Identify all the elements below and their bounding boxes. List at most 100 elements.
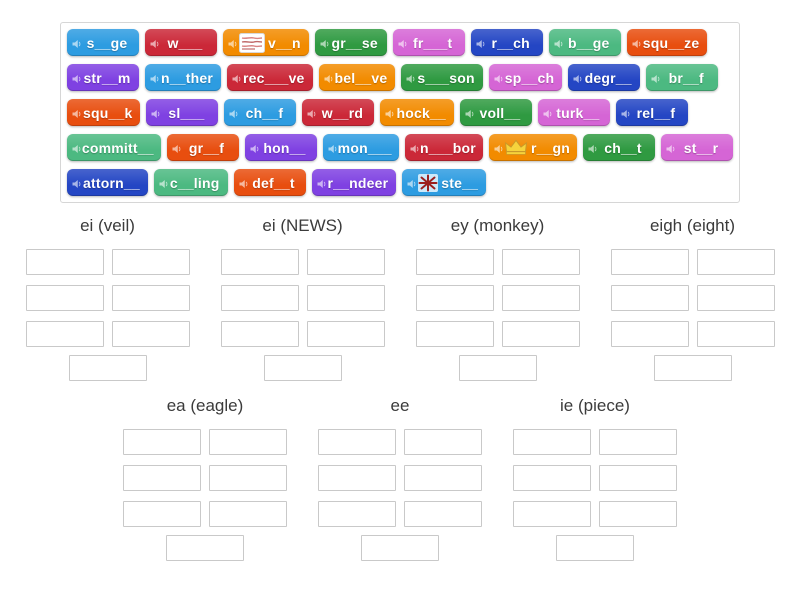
drop-slot[interactable] — [610, 249, 689, 275]
drop-slot[interactable] — [556, 535, 634, 561]
drop-slot[interactable] — [610, 321, 689, 347]
word-tile[interactable]: hock__ — [380, 99, 454, 126]
speaker-icon[interactable] — [493, 72, 505, 84]
speaker-icon[interactable] — [71, 72, 83, 84]
drop-slot[interactable] — [25, 249, 104, 275]
word-tile[interactable]: b__ge — [548, 29, 621, 56]
drop-slot[interactable] — [306, 285, 385, 311]
drop-slot[interactable] — [696, 285, 775, 311]
word-tile[interactable]: s__ge — [67, 29, 139, 56]
word-tile[interactable]: v__n — [223, 29, 309, 56]
drop-slot[interactable] — [111, 321, 190, 347]
speaker-icon[interactable] — [631, 37, 643, 49]
speaker-icon[interactable] — [249, 142, 261, 154]
drop-slot[interactable] — [25, 321, 104, 347]
drop-slot[interactable] — [513, 465, 591, 491]
word-tile[interactable]: ch__f — [224, 99, 297, 126]
word-tile[interactable]: squ__k — [67, 99, 141, 126]
drop-slot[interactable] — [318, 501, 396, 527]
word-tile[interactable]: r__gn — [489, 134, 577, 161]
speaker-icon[interactable] — [316, 177, 328, 189]
speaker-icon[interactable] — [149, 72, 161, 84]
speaker-icon[interactable] — [149, 37, 161, 49]
word-tile[interactable]: turk__ — [537, 99, 610, 126]
word-tile[interactable]: sp__ch — [488, 64, 563, 91]
drop-slot[interactable] — [111, 285, 190, 311]
speaker-icon[interactable] — [71, 107, 83, 119]
drop-slot[interactable] — [318, 429, 396, 455]
drop-slot[interactable] — [501, 321, 580, 347]
drop-slot[interactable] — [599, 465, 677, 491]
drop-slot[interactable] — [123, 501, 201, 527]
word-tile[interactable]: r__ndeer — [311, 169, 397, 196]
drop-slot[interactable] — [415, 285, 494, 311]
word-tile[interactable]: degr__ — [568, 64, 641, 91]
drop-slot[interactable] — [209, 465, 287, 491]
drop-slot[interactable] — [458, 355, 537, 381]
speaker-icon[interactable] — [323, 72, 335, 84]
word-tile[interactable]: committ__ — [67, 134, 161, 161]
speaker-icon[interactable] — [231, 72, 243, 84]
speaker-icon[interactable] — [158, 177, 170, 189]
speaker-icon[interactable] — [319, 37, 331, 49]
drop-slot[interactable] — [209, 429, 287, 455]
drop-slot[interactable] — [306, 249, 385, 275]
speaker-icon[interactable] — [587, 142, 599, 154]
drop-slot[interactable] — [404, 429, 482, 455]
speaker-icon[interactable] — [650, 72, 662, 84]
drop-slot[interactable] — [68, 355, 147, 381]
drop-slot[interactable] — [318, 465, 396, 491]
drop-slot[interactable] — [111, 249, 190, 275]
speaker-icon[interactable] — [406, 177, 418, 189]
word-tile[interactable]: w___ — [145, 29, 217, 56]
drop-slot[interactable] — [610, 285, 689, 311]
word-tile[interactable]: hon__ — [244, 134, 317, 161]
word-tile[interactable]: voll__ — [459, 99, 532, 126]
word-tile[interactable]: c__ling — [153, 169, 228, 196]
speaker-icon[interactable] — [171, 142, 183, 154]
drop-slot[interactable] — [653, 355, 732, 381]
word-tile[interactable]: s___son — [401, 64, 483, 91]
word-tile[interactable]: w__rd — [302, 99, 375, 126]
speaker-icon[interactable] — [227, 37, 239, 49]
word-tile[interactable]: st__r — [661, 134, 733, 161]
speaker-icon[interactable] — [228, 107, 240, 119]
drop-slot[interactable] — [123, 429, 201, 455]
speaker-icon[interactable] — [150, 107, 162, 119]
drop-slot[interactable] — [513, 501, 591, 527]
drop-slot[interactable] — [166, 535, 244, 561]
speaker-icon[interactable] — [71, 37, 83, 49]
speaker-icon[interactable] — [327, 142, 339, 154]
drop-slot[interactable] — [501, 285, 580, 311]
speaker-icon[interactable] — [553, 37, 565, 49]
speaker-icon[interactable] — [572, 72, 584, 84]
speaker-icon[interactable] — [71, 142, 83, 154]
word-tile[interactable]: br__f — [646, 64, 719, 91]
drop-slot[interactable] — [404, 501, 482, 527]
speaker-icon[interactable] — [71, 177, 83, 189]
word-tile[interactable]: n___bor — [404, 134, 483, 161]
drop-slot[interactable] — [220, 285, 299, 311]
word-tile[interactable]: fr___t — [392, 29, 465, 56]
drop-slot[interactable] — [696, 321, 775, 347]
word-tile[interactable]: def__t — [233, 169, 306, 196]
word-tile[interactable]: gr__f — [166, 134, 239, 161]
drop-slot[interactable] — [513, 429, 591, 455]
word-tile[interactable]: str__m — [67, 64, 139, 91]
drop-slot[interactable] — [404, 465, 482, 491]
drop-slot[interactable] — [209, 501, 287, 527]
speaker-icon[interactable] — [542, 107, 554, 119]
speaker-icon[interactable] — [238, 177, 250, 189]
word-tile[interactable]: n__ther — [145, 64, 221, 91]
word-tile[interactable]: r__ch — [470, 29, 543, 56]
drop-slot[interactable] — [220, 249, 299, 275]
drop-slot[interactable] — [415, 249, 494, 275]
speaker-icon[interactable] — [306, 107, 318, 119]
speaker-icon[interactable] — [493, 142, 505, 154]
word-tile[interactable]: ch__t — [583, 134, 655, 161]
speaker-icon[interactable] — [464, 107, 476, 119]
word-tile[interactable]: gr__se — [314, 29, 387, 56]
drop-slot[interactable] — [415, 321, 494, 347]
drop-slot[interactable] — [123, 465, 201, 491]
word-tile[interactable]: sl___ — [146, 99, 219, 126]
